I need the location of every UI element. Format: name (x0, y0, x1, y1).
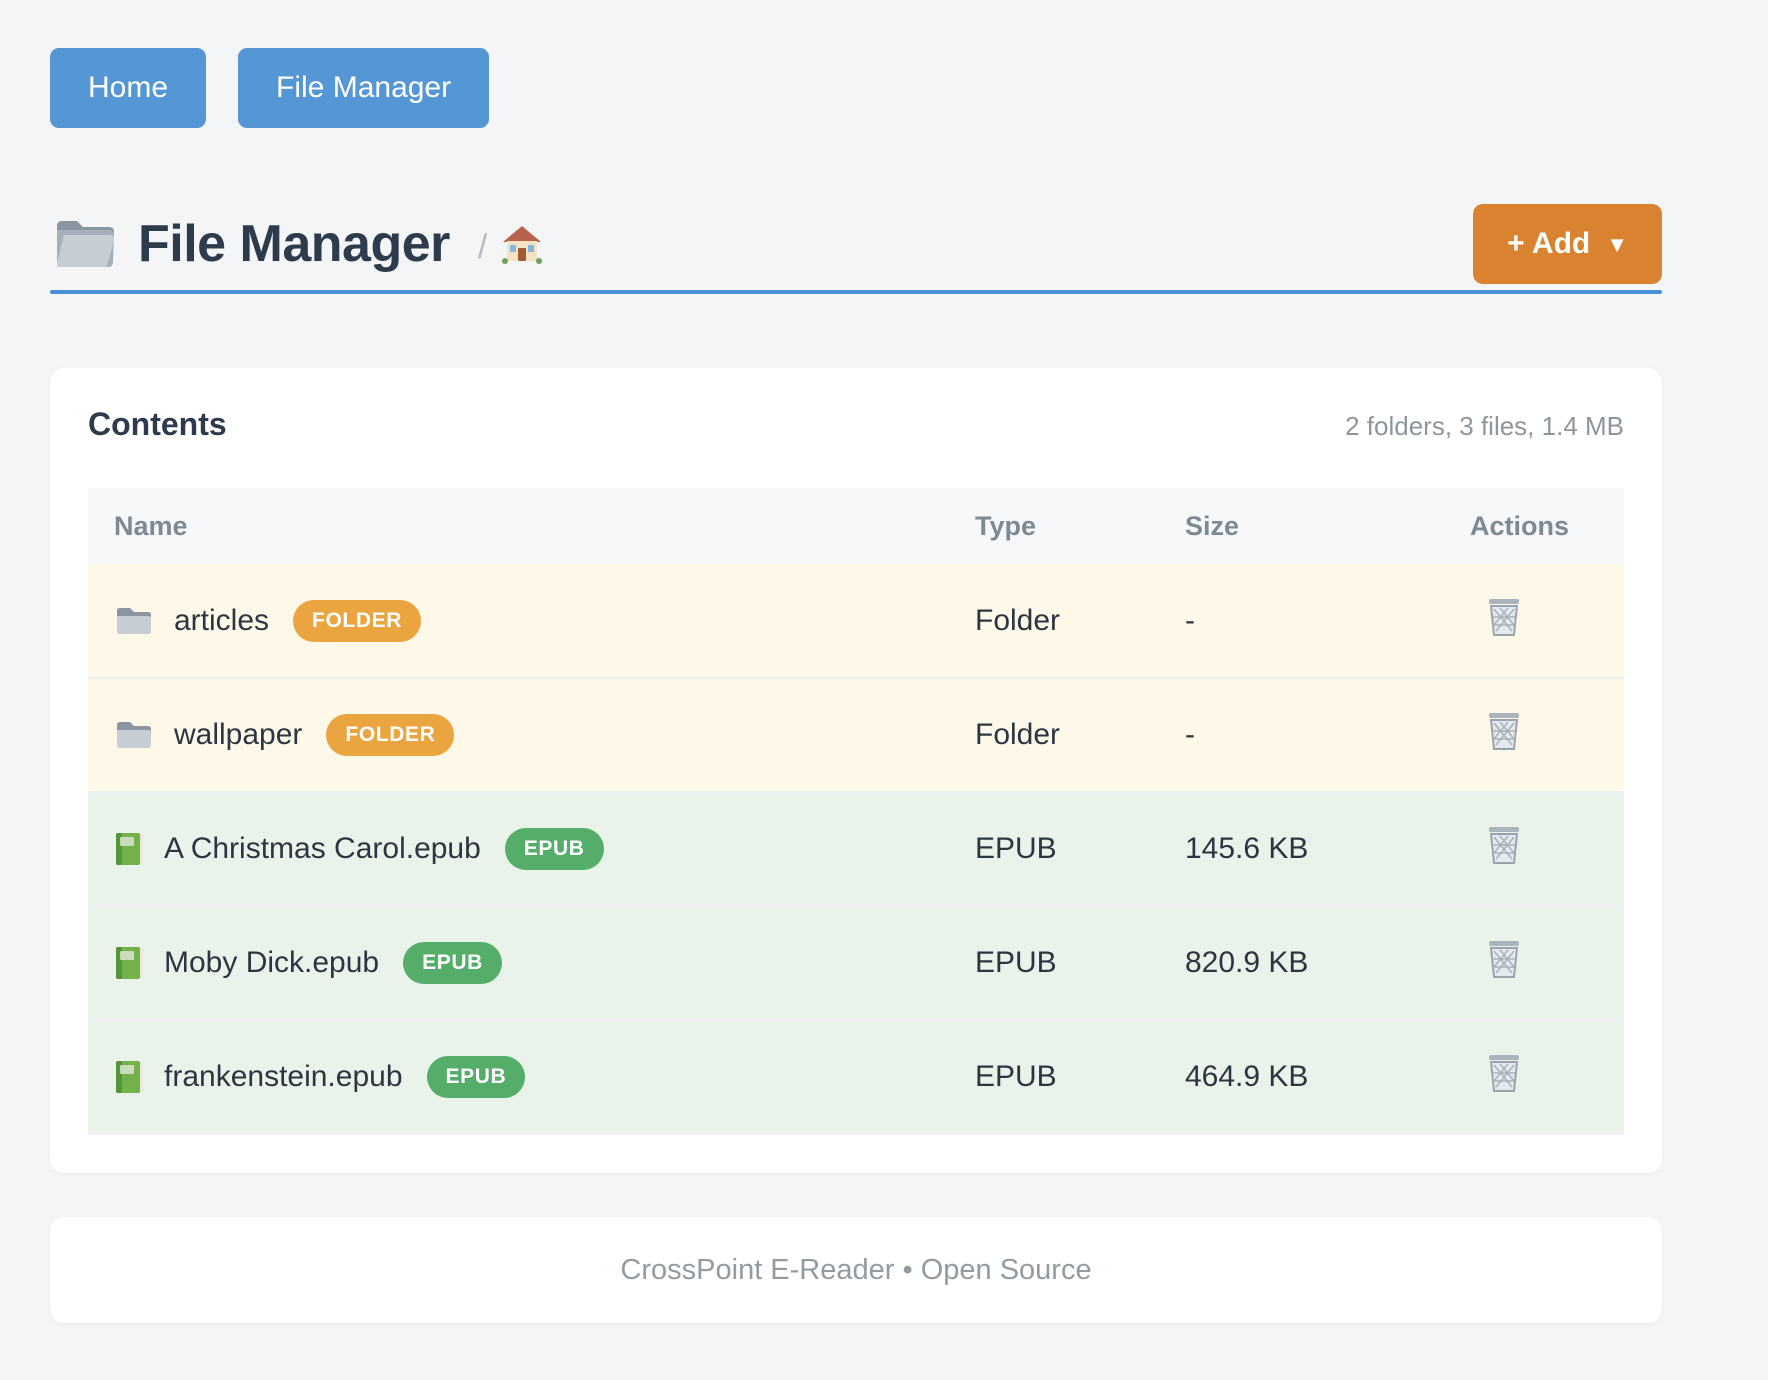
size-cell: 464.9 KB (1185, 1060, 1309, 1093)
column-header-type: Type (975, 488, 1185, 564)
file-name[interactable]: articles (174, 603, 270, 637)
add-button[interactable]: + Add ▼ (1473, 204, 1662, 284)
file-table: Name Type Size Actions a (88, 488, 1624, 1135)
column-header-size: Size (1185, 488, 1470, 564)
table-header-row: Name Type Size Actions (88, 488, 1624, 564)
add-button-label: + Add (1507, 227, 1591, 260)
delete-button[interactable] (1486, 1053, 1522, 1093)
delete-button[interactable] (1486, 825, 1522, 865)
nav-file-manager-button[interactable]: File Manager (238, 48, 490, 128)
delete-button[interactable] (1486, 939, 1522, 979)
table-row[interactable]: wallpaper FOLDER Folder - (88, 678, 1624, 792)
type-badge: FOLDER (326, 714, 455, 756)
wastebasket-icon (1489, 713, 1519, 750)
delete-button[interactable] (1486, 711, 1522, 751)
contents-summary: 2 folders, 3 files, 1.4 MB (1345, 411, 1624, 441)
table-row[interactable]: frankenstein.epub EPUB EPUB 464.9 KB (88, 1020, 1624, 1134)
type-badge: FOLDER (293, 599, 421, 642)
contents-heading: Contents (88, 406, 227, 442)
type-badge: EPUB (426, 1056, 526, 1098)
footer: CrossPoint E-Reader • Open Source (50, 1217, 1662, 1323)
page-header: File Manager / + Add ▼ (50, 202, 1662, 286)
breadcrumb-separator: / (477, 227, 488, 266)
column-header-name: Name (88, 488, 975, 564)
green-book-icon (114, 945, 144, 981)
type-cell: EPUB (975, 832, 1057, 865)
type-cell: Folder (975, 718, 1061, 751)
nav-home-button[interactable]: Home (50, 48, 207, 128)
green-book-icon (114, 1059, 144, 1095)
table-row[interactable]: A Christmas Carol.epub EPUB EPUB 145.6 K… (88, 792, 1624, 906)
home-icon[interactable] (501, 223, 543, 265)
delete-button[interactable] (1486, 597, 1522, 637)
type-badge: EPUB (504, 828, 604, 870)
file-manager-page: Home File Manager File Manager / (50, 0, 1662, 1323)
folder-icon (114, 605, 154, 637)
size-cell: - (1185, 718, 1195, 751)
contents-card-header: Contents 2 folders, 3 files, 1.4 MB (88, 406, 1624, 458)
wastebasket-icon (1489, 941, 1519, 978)
wastebasket-icon (1489, 598, 1519, 636)
wastebasket-icon (1489, 1055, 1519, 1092)
file-name[interactable]: frankenstein.epub (164, 1060, 403, 1093)
file-name[interactable]: wallpaper (174, 718, 303, 751)
contents-card: Contents 2 folders, 3 files, 1.4 MB Name… (50, 368, 1662, 1173)
title-group: File Manager / (50, 214, 543, 274)
type-cell: EPUB (975, 1060, 1057, 1093)
table-row[interactable]: Moby Dick.epub EPUB EPUB 820.9 KB (88, 906, 1624, 1020)
page-title: File Manager (138, 215, 450, 273)
top-nav: Home File Manager (50, 48, 1662, 128)
size-cell: 820.9 KB (1185, 946, 1309, 979)
caret-down-icon: ▼ (1606, 232, 1628, 257)
size-cell: - (1185, 603, 1195, 637)
green-book-icon (114, 831, 144, 867)
header-accent-divider (50, 290, 1662, 294)
wastebasket-icon (1489, 827, 1519, 864)
open-folder-icon (50, 216, 116, 272)
footer-text: CrossPoint E-Reader • Open Source (620, 1253, 1092, 1286)
type-cell: Folder (975, 603, 1061, 637)
folder-icon (114, 719, 154, 751)
type-badge: EPUB (403, 942, 502, 984)
size-cell: 145.6 KB (1185, 832, 1309, 865)
table-row[interactable]: articles FOLDER Folder - (88, 564, 1624, 678)
column-header-actions: Actions (1470, 488, 1624, 564)
file-name[interactable]: A Christmas Carol.epub (164, 832, 481, 865)
file-name[interactable]: Moby Dick.epub (164, 946, 380, 979)
type-cell: EPUB (975, 946, 1057, 979)
